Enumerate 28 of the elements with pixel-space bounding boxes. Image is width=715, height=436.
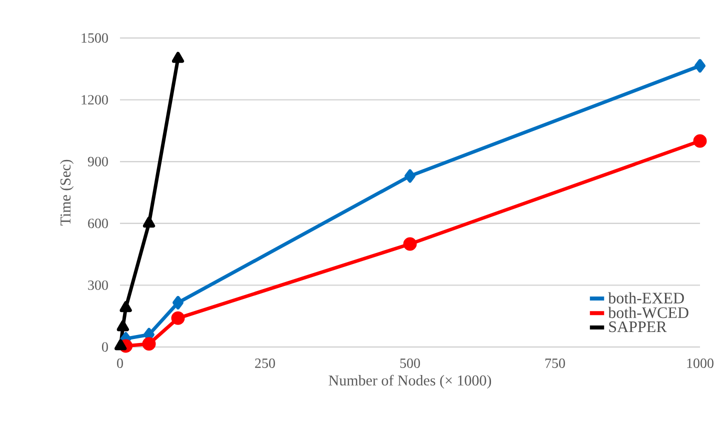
legend-label: both-EXED [608, 292, 684, 304]
legend-label: SAPPER [609, 321, 667, 332]
point [694, 59, 706, 73]
x-tick-label: 1000 [687, 358, 714, 368]
x-tick-label: 250 [255, 358, 275, 368]
y-tick-label: 1500 [82, 33, 108, 43]
point [142, 216, 156, 228]
x-tick-label: 500 [400, 358, 420, 368]
point [142, 337, 156, 351]
y-tick-label: 300 [88, 280, 108, 290]
point [120, 301, 132, 312]
point [403, 237, 417, 251]
point [693, 134, 707, 148]
y-tick-label: 0 [102, 342, 108, 352]
point [171, 311, 185, 325]
x-axis-title: Number of Nodes (× 1000) [328, 374, 492, 389]
point [172, 296, 184, 310]
x-tick-label: 0 [117, 358, 123, 368]
point [116, 320, 129, 332]
y-tick-label: 600 [88, 218, 108, 228]
y-tick-label: 900 [88, 156, 108, 166]
y-tick-label: 1200 [82, 95, 108, 105]
point [172, 52, 184, 63]
legend-label: both-WCED [608, 306, 688, 318]
x-tick-label: 750 [545, 358, 565, 368]
point [404, 169, 416, 183]
y-axis-title: Time (Sec) [60, 160, 74, 226]
point [114, 339, 127, 350]
